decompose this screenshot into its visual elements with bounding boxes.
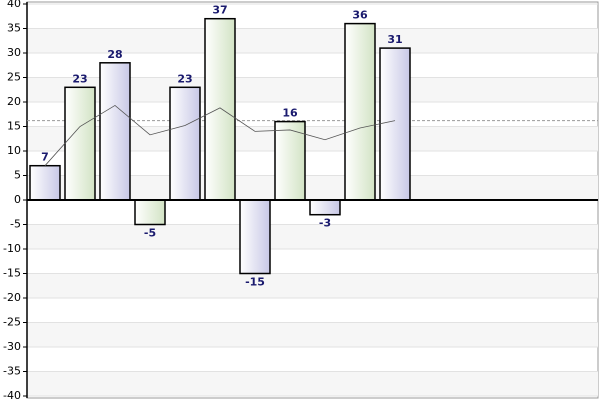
y-tick-label: -30 bbox=[3, 340, 21, 353]
y-tick-label: -40 bbox=[3, 389, 21, 400]
bar bbox=[239, 199, 271, 275]
bar bbox=[344, 22, 376, 201]
bar bbox=[379, 47, 411, 201]
y-tick-label: -35 bbox=[3, 365, 21, 378]
y-tick-label: 40 bbox=[7, 0, 21, 10]
value-label: 23 bbox=[177, 72, 192, 85]
y-tick-label: 35 bbox=[7, 22, 21, 35]
grid-band bbox=[27, 322, 598, 347]
value-label: 36 bbox=[352, 9, 368, 22]
grid-band bbox=[27, 371, 598, 396]
y-tick-label: -20 bbox=[3, 291, 21, 304]
grid-band bbox=[27, 224, 598, 249]
bar bbox=[309, 199, 341, 216]
value-label: -5 bbox=[144, 227, 156, 240]
y-tick-label: 5 bbox=[14, 169, 21, 182]
value-label: 16 bbox=[282, 107, 298, 120]
value-label: -3 bbox=[319, 217, 331, 230]
value-label: 23 bbox=[72, 72, 87, 85]
y-tick-label: 20 bbox=[7, 95, 21, 108]
y-tick-label: 15 bbox=[7, 120, 21, 133]
value-label: 7 bbox=[41, 151, 49, 164]
value-label: 31 bbox=[387, 33, 402, 46]
bar bbox=[99, 62, 131, 201]
cumulative-line bbox=[44, 104, 396, 166]
bar bbox=[64, 86, 96, 201]
y-tick-label: 0 bbox=[14, 193, 21, 206]
y-tick-label: 10 bbox=[7, 144, 21, 157]
value-label: 37 bbox=[212, 4, 227, 17]
value-label: 28 bbox=[107, 48, 122, 61]
y-tick-label: -15 bbox=[3, 267, 21, 280]
y-tick-label: -5 bbox=[10, 218, 21, 231]
y-tick-label: -10 bbox=[3, 242, 21, 255]
bar bbox=[274, 120, 306, 201]
grid-band bbox=[27, 28, 598, 53]
value-label: -15 bbox=[245, 276, 265, 289]
y-tick-label: 30 bbox=[7, 46, 21, 59]
y-tick-label: 25 bbox=[7, 71, 21, 84]
bar bbox=[29, 164, 61, 201]
grid-band bbox=[27, 273, 598, 298]
y-tick-label: -25 bbox=[3, 316, 21, 329]
bar bbox=[169, 86, 201, 201]
bar bbox=[204, 17, 236, 201]
bar bbox=[134, 199, 166, 226]
